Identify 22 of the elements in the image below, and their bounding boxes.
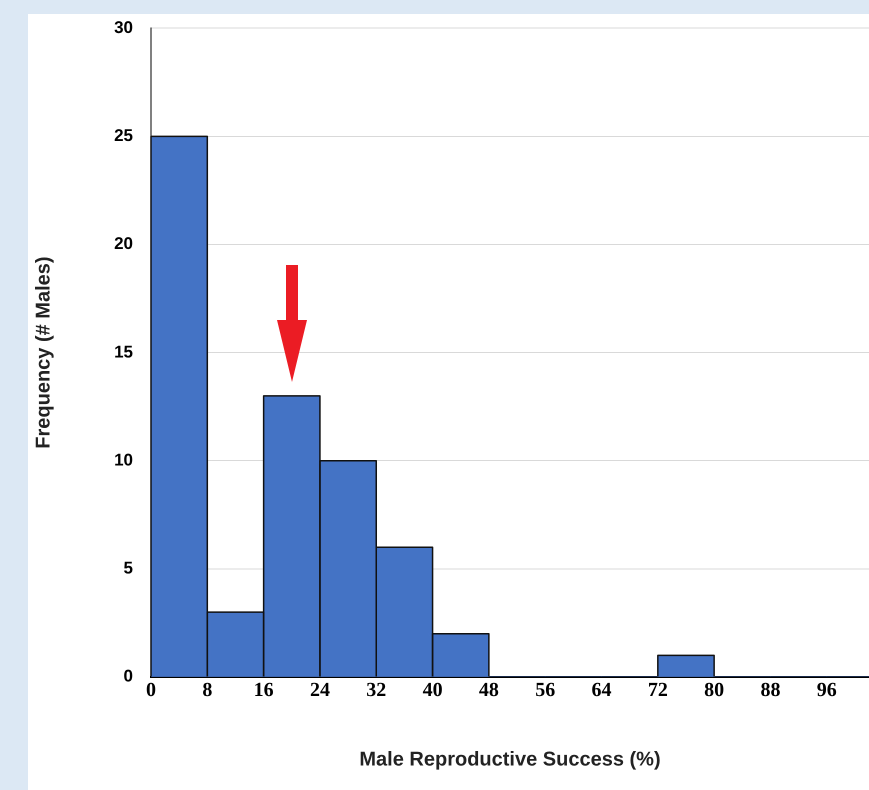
x-tick-label: 88 — [760, 679, 780, 702]
y-tick-label: 25 — [114, 126, 133, 146]
x-tick-label: 80 — [704, 679, 724, 702]
x-tick-label: 72 — [648, 679, 668, 702]
y-tick-label: 0 — [124, 666, 133, 686]
x-axis-title: Male Reproductive Success (%) — [359, 748, 661, 771]
x-tick-label: 64 — [592, 679, 612, 702]
x-tick-label: 40 — [422, 679, 443, 702]
x-tick-label: 96 — [816, 679, 837, 702]
y-tick-label: 30 — [114, 18, 133, 37]
x-tick-label: 16 — [254, 679, 274, 702]
x-tick-label: 32 — [366, 679, 386, 702]
x-tick-label: 48 — [478, 679, 499, 702]
x-tick-label: 8 — [202, 679, 212, 702]
x-tick-label: 24 — [310, 679, 330, 702]
y-tick-label: 15 — [114, 342, 133, 362]
y-axis-title: Frequency (# Males) — [32, 256, 55, 449]
y-tick-label: 10 — [114, 450, 133, 470]
y-tick-label: 5 — [124, 558, 133, 578]
y-tick-label: 20 — [114, 234, 133, 254]
x-tick-label: 0 — [146, 679, 156, 702]
x-tick-label: 56 — [535, 679, 556, 702]
